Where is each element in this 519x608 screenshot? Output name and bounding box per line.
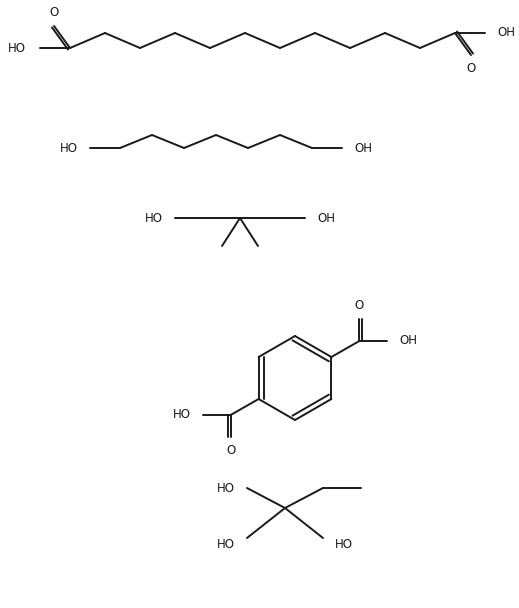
Text: HO: HO <box>217 539 235 551</box>
Text: O: O <box>49 6 59 19</box>
Text: OH: OH <box>354 142 372 154</box>
Text: O: O <box>467 62 475 75</box>
Text: HO: HO <box>335 539 353 551</box>
Text: OH: OH <box>317 212 335 224</box>
Text: HO: HO <box>145 212 163 224</box>
Text: HO: HO <box>173 409 190 421</box>
Text: HO: HO <box>8 41 26 55</box>
Text: OH: OH <box>400 334 417 348</box>
Text: HO: HO <box>217 482 235 494</box>
Text: O: O <box>226 444 235 457</box>
Text: O: O <box>355 299 364 312</box>
Text: OH: OH <box>497 27 515 40</box>
Text: HO: HO <box>60 142 78 154</box>
